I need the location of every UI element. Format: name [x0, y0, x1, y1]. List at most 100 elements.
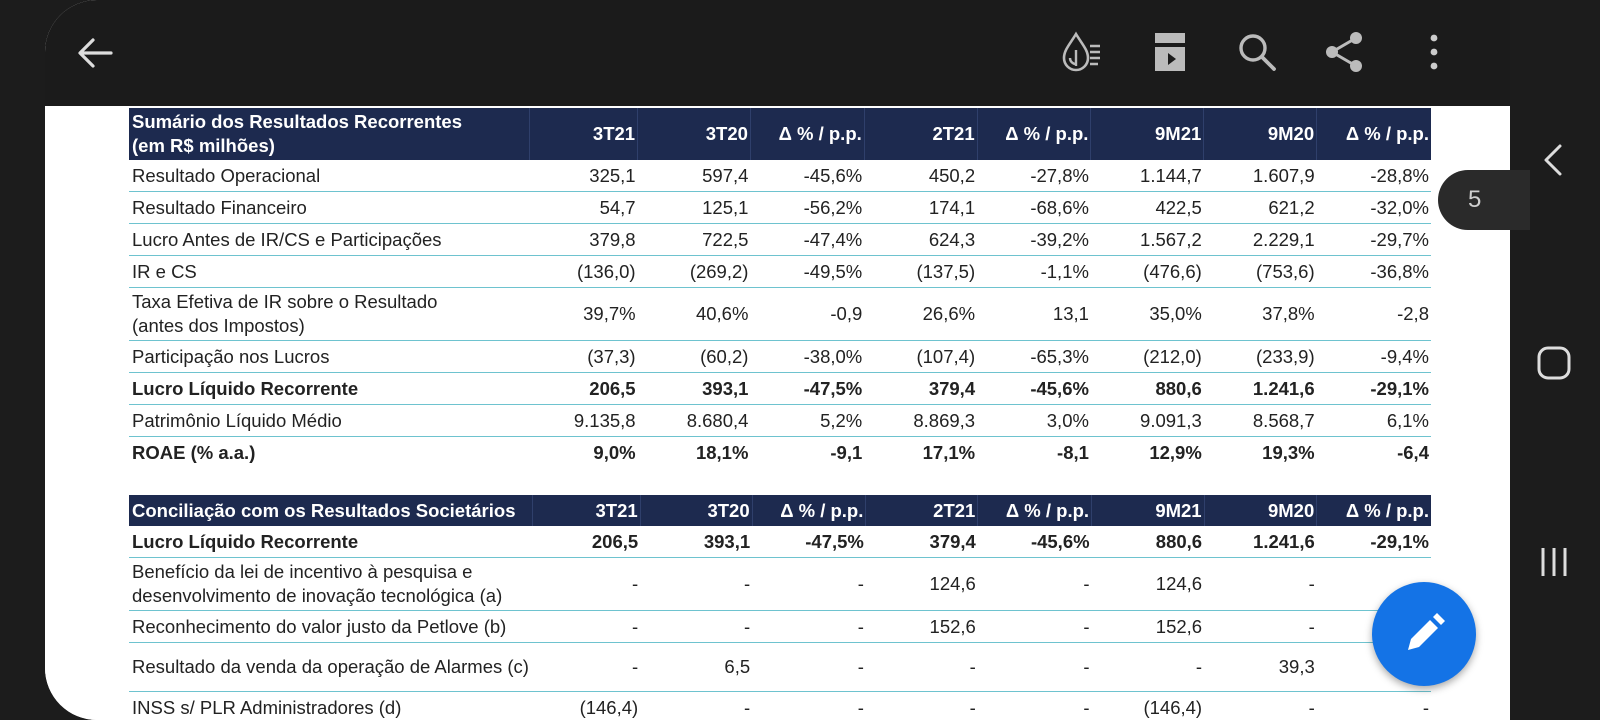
table-title: Conciliação com os Resultados Societário… [129, 495, 533, 526]
row-label-text: Patrimônio Líquido Médio [132, 409, 342, 431]
table-cell: - [532, 557, 641, 611]
row-label-text: Participação nos Lucros [132, 345, 330, 367]
nav-recents-icon[interactable] [1537, 545, 1571, 579]
table-cell: 722,5 [637, 223, 751, 256]
table-row: Lucro Antes de IR/CS e Participações 379,… [129, 223, 1431, 256]
table-cell: (269,2) [637, 255, 751, 288]
table-cell: 8.869,3 [864, 404, 978, 437]
table-row: Patrimônio Líquido Médio 9.135,8 8.680,4 5,… [129, 404, 1431, 437]
column-header: 9M21 [1090, 108, 1205, 160]
column-header: 3T20 [637, 108, 751, 160]
table-title: Sumário dos Resultados Recorrentes (em R… [129, 108, 531, 160]
table-cell: 39,7% [529, 287, 638, 341]
table-cell: -2,8 [1316, 287, 1431, 341]
more-vertical-icon[interactable] [1410, 28, 1458, 76]
table-cell: - [1204, 557, 1317, 611]
table-cell: 26,6% [864, 287, 978, 341]
table-cell: 1.241,6 [1203, 372, 1317, 405]
table-cell: - [640, 610, 753, 643]
table-cell: -47,5% [752, 526, 866, 558]
row-label-text: Resultado Operacional [132, 164, 321, 186]
table-cell: 19,3% [1262, 441, 1315, 463]
table-cell: -6,4 [1397, 441, 1429, 463]
organize-pages-icon[interactable] [1146, 28, 1194, 76]
column-header: Δ % / p.p. [750, 108, 865, 160]
nav-back-icon[interactable] [1538, 143, 1568, 177]
column-header: Δ % / p.p. [752, 495, 867, 526]
table-row: INSS s/ PLR Administradores (d) (146,4) - -… [129, 691, 1431, 720]
row-label: Participação nos Lucros [129, 340, 530, 373]
table-row: Benefício da lei de incentivo à pesquisa… [129, 557, 1431, 611]
row-label-text: IR e CS [132, 260, 197, 282]
table-cell: - [1316, 691, 1431, 720]
table-row: Resultado Financeiro 54,7 125,1 -56,2% 174,1… [129, 191, 1431, 224]
row-label-text-line2: (antes dos Impostos) [132, 315, 305, 336]
table-cell: 379,4 [865, 526, 978, 558]
row-label-text: Benefício da lei de incentivo à pesquisa… [132, 561, 473, 582]
table-cell: (476,6) [1090, 255, 1204, 288]
table-cell: 3,0% [977, 404, 1091, 437]
table-cell: -9,1 [830, 441, 863, 463]
table-cell: 6,1% [1316, 404, 1431, 437]
table-cell: -47,5% [750, 372, 865, 405]
table-cell: -45,6% [750, 160, 865, 192]
row-label-text: Lucro Líquido Recorrente [132, 377, 359, 399]
table-row: IR e CS (136,0) (269,2) -49,5% (137,5) -1,1%(… [129, 255, 1431, 288]
arrow-left-icon[interactable] [75, 33, 115, 73]
table-cell: (753,6) [1203, 255, 1317, 288]
column-header: 3T21 [532, 495, 641, 526]
table-cell: -68,6% [977, 191, 1091, 224]
row-label: Lucro Líquido Recorrente [129, 372, 530, 405]
table-cell: 880,6 [1091, 526, 1205, 558]
table-cell: 125,1 [637, 191, 751, 224]
table-row: Lucro Líquido Recorrente 206,5 393,1 -47,5%… [129, 526, 1431, 558]
table-cell: -49,5% [750, 255, 865, 288]
table-cell: - [1091, 642, 1205, 692]
table-cell: 8.680,4 [637, 404, 751, 437]
table-cell: 6,5 [640, 642, 753, 692]
table-cell: 37,8% [1203, 287, 1317, 341]
table-cell: 393,1 [637, 372, 751, 405]
table-cell: (136,0) [529, 255, 638, 288]
row-label: INSS s/ PLR Administradores (d) [129, 691, 533, 720]
table-row: Lucro Líquido Recorrente 206,5 393,1 -47,5%… [129, 372, 1431, 405]
table-cell: - [977, 642, 1092, 692]
table-cell: 2.229,1 [1203, 223, 1317, 256]
row-label: Resultado Operacional [129, 160, 530, 192]
row-label: Resultado da venda da operação de Alarme… [129, 642, 533, 692]
table-title-line2: (em R$ milhões) [132, 135, 275, 156]
table-cell: 1.241,6 [1204, 526, 1317, 558]
pdf-page-content[interactable]: Sumário dos Resultados Recorrentes (em R… [45, 106, 1510, 720]
table-cell: -56,2% [750, 191, 865, 224]
edit-fab-button[interactable] [1372, 582, 1476, 686]
nav-home-icon[interactable] [1536, 345, 1572, 381]
table-cell: 206,5 [529, 372, 638, 405]
table-cell: 621,2 [1203, 191, 1317, 224]
column-header: Δ % / p.p. [977, 495, 1093, 526]
share-icon[interactable] [1321, 28, 1369, 76]
table-cell: 379,8 [529, 223, 638, 256]
table-cell: 174,1 [864, 191, 978, 224]
table-cell: -29,1% [1316, 372, 1431, 405]
search-icon[interactable] [1233, 28, 1281, 76]
table-header-row: Conciliação com os Resultados Societário… [129, 495, 1431, 526]
table-cell: - [1204, 691, 1317, 720]
table-cell: -0,9 [750, 287, 865, 341]
liquid-mode-icon[interactable] [1058, 28, 1106, 76]
table-cell: 13,1 [977, 287, 1091, 341]
table-cell: - [752, 610, 866, 643]
table-cell: 152,6 [865, 610, 978, 643]
table-cell: 124,6 [1091, 557, 1205, 611]
table-cell: - [977, 557, 1092, 611]
page-number-badge[interactable]: 5 [1438, 170, 1530, 230]
row-label: Taxa Efetiva de IR sobre o Resultado (ant… [129, 287, 530, 341]
table-cell: 9.091,3 [1090, 404, 1204, 437]
table-cell: (146,4) [1091, 691, 1205, 720]
table-cell: 17,1% [922, 441, 976, 463]
column-header: 9M20 [1204, 495, 1318, 526]
column-header: Δ % / p.p. [1316, 495, 1431, 526]
column-header: 9M21 [1091, 495, 1205, 526]
table-cell: 1.607,9 [1203, 160, 1317, 192]
column-header: Δ % / p.p. [1316, 108, 1431, 160]
